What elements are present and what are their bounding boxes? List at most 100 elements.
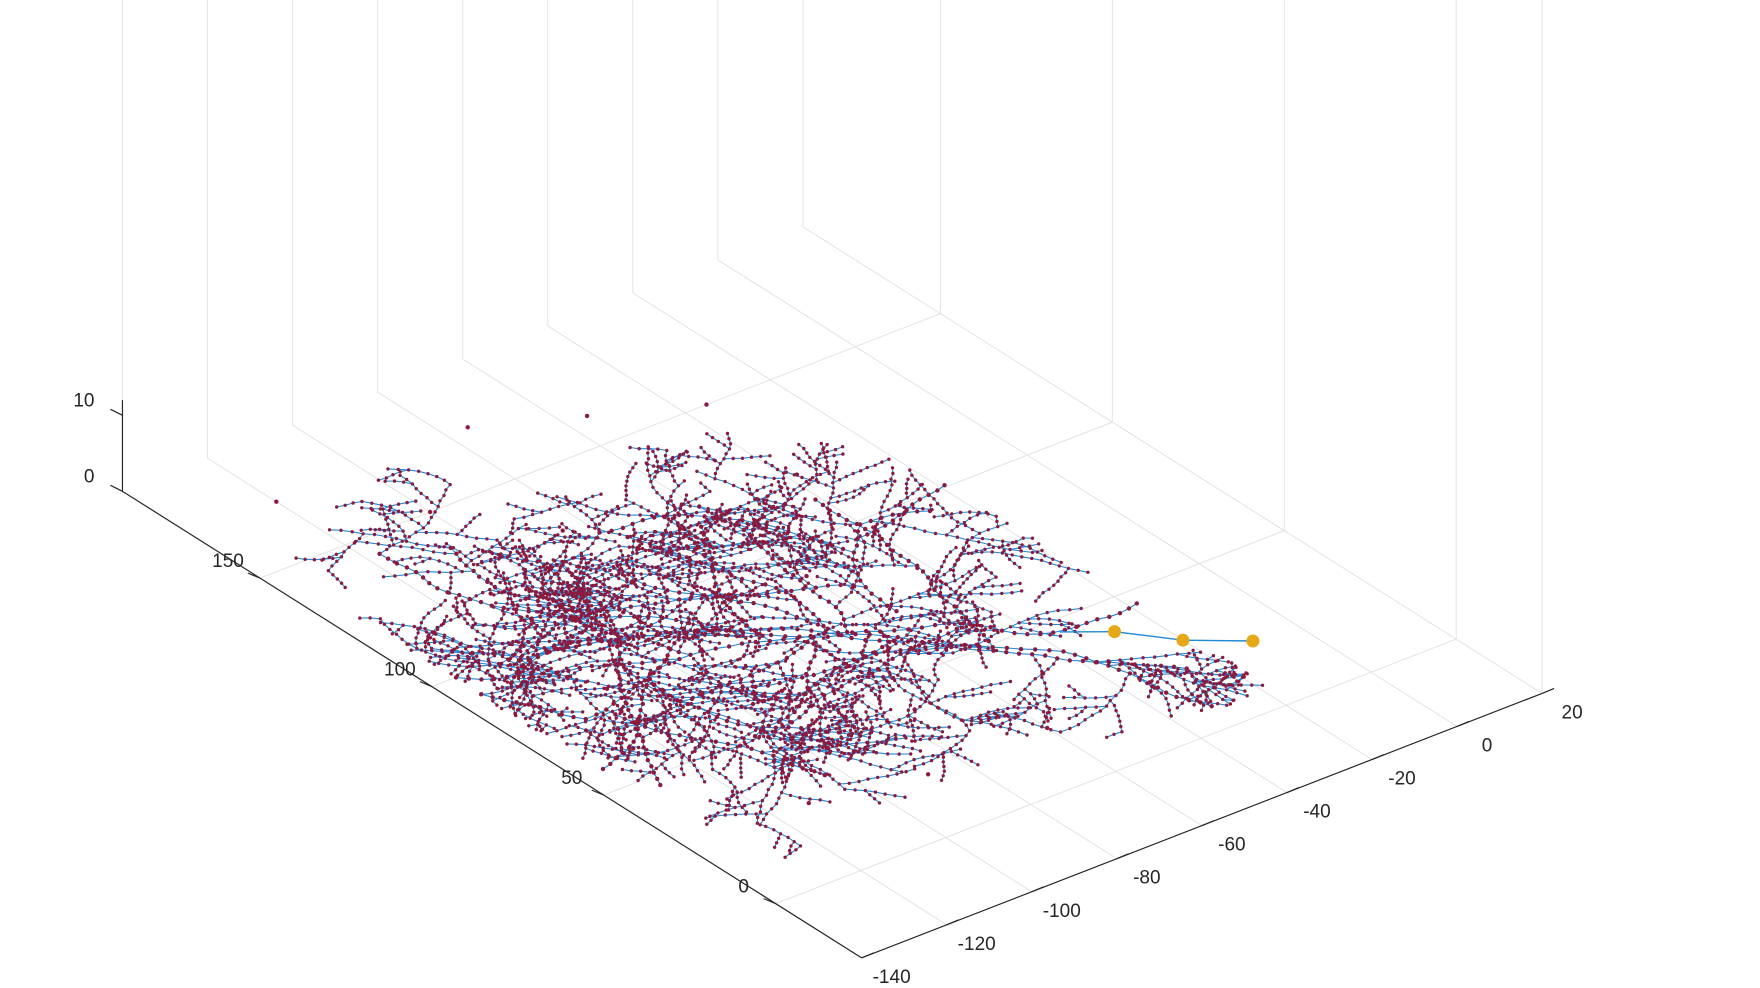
network-edge <box>1054 707 1065 711</box>
network-edge <box>876 752 888 755</box>
network-edge <box>992 646 1007 649</box>
network-edge <box>856 741 867 744</box>
network-edge <box>617 513 629 516</box>
network-edge <box>816 558 828 563</box>
network-edge <box>476 537 487 540</box>
grid-line-x <box>462 358 1203 827</box>
network-edge <box>826 650 839 653</box>
network-edge <box>629 595 640 600</box>
network-edge <box>797 628 812 632</box>
z-tick-mark <box>110 408 123 416</box>
network-edge <box>720 691 732 694</box>
network-edge <box>628 754 639 757</box>
network-edge <box>1166 666 1179 670</box>
network-edge <box>387 468 399 470</box>
network-edge <box>1131 657 1144 660</box>
network-edge <box>783 637 798 640</box>
network-edge <box>769 638 784 642</box>
network-edge <box>714 478 726 483</box>
network-edge <box>771 627 782 629</box>
axes <box>110 400 1555 959</box>
network-edge <box>1166 653 1178 657</box>
x-tick-mark <box>1116 853 1130 860</box>
network-edge <box>1215 687 1227 691</box>
x-tick-mark <box>1031 886 1044 893</box>
network-edge <box>935 623 949 626</box>
grid-line-y <box>775 638 1457 905</box>
network-edge <box>982 538 993 541</box>
network-edge <box>715 665 726 668</box>
network-edge <box>1188 651 1201 654</box>
network-edge <box>966 608 978 612</box>
network-edge <box>627 626 639 629</box>
network-edge <box>708 710 719 715</box>
network-edge <box>941 652 954 654</box>
network-edge <box>921 613 934 617</box>
network-edge <box>866 718 877 721</box>
y-tick-mark <box>247 572 261 579</box>
network-edge <box>450 571 463 574</box>
network-edge <box>645 553 656 558</box>
network-edge <box>928 593 940 596</box>
network-edge <box>728 643 743 648</box>
network-edge <box>880 766 892 771</box>
network-edge <box>733 564 745 568</box>
network-edge <box>851 637 866 641</box>
network-edge <box>479 644 492 647</box>
network-edge <box>921 624 936 629</box>
network-edge <box>1006 647 1022 650</box>
network-edge <box>852 630 867 633</box>
grid-line-x <box>292 424 1033 893</box>
network-edge <box>834 522 846 525</box>
network-edge <box>556 496 568 501</box>
y-tick-mark <box>763 898 776 905</box>
network-edge <box>875 624 888 627</box>
y-axis-line <box>122 490 862 959</box>
network-edge <box>595 508 607 513</box>
network-edge <box>576 661 587 666</box>
y-tick-mark <box>591 789 605 796</box>
network-edge <box>718 713 729 719</box>
network-edge <box>1035 648 1050 651</box>
network-edge <box>433 551 445 554</box>
network-edge <box>491 690 503 694</box>
network-edge <box>850 757 862 762</box>
network-edge <box>740 681 752 684</box>
network-edge <box>427 571 440 573</box>
network-edge <box>757 590 768 595</box>
network-edge <box>812 518 824 523</box>
network-edge <box>1058 609 1070 612</box>
network-edge <box>366 542 379 545</box>
grid-line-x <box>207 457 947 926</box>
grid-line-x <box>717 259 1458 727</box>
network-edge <box>666 597 679 601</box>
network-edge <box>380 622 392 625</box>
x-tick-mark <box>1201 820 1215 827</box>
network-edge <box>1095 696 1107 699</box>
x-tick-mark <box>1541 687 1555 694</box>
network-edge <box>631 653 643 658</box>
network-edge <box>400 545 413 548</box>
x-tick-mark <box>946 919 959 926</box>
network-edge <box>568 653 580 657</box>
x-tick-mark <box>1286 787 1300 794</box>
network-edge <box>674 662 685 667</box>
network-edge <box>355 540 368 544</box>
network-edge <box>669 684 681 689</box>
network-edge <box>577 637 588 640</box>
network-edge <box>715 645 730 650</box>
network-edge <box>941 611 952 614</box>
network-edge <box>822 521 835 524</box>
network-edge <box>1119 658 1132 661</box>
network-edge <box>841 623 853 626</box>
network-edge <box>871 564 883 567</box>
network-edge <box>981 593 992 595</box>
network-edge <box>838 651 850 654</box>
network-edge <box>878 621 890 625</box>
grid-lines <box>121 0 1543 959</box>
network-edge <box>992 551 1003 554</box>
network-edge <box>801 515 813 520</box>
network-edge <box>689 690 701 693</box>
network-edge <box>656 596 668 600</box>
